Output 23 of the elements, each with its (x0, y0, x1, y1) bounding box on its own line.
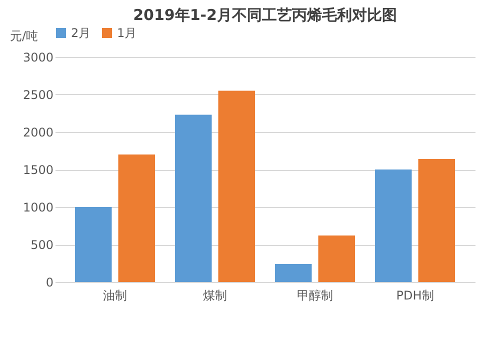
bar (175, 114, 212, 282)
chart-title: 2019年1-2月不同工艺丙烯毛利对比图 (133, 6, 397, 24)
x-tick-label: 甲醇制 (297, 288, 333, 302)
bar (275, 264, 312, 282)
y-tick-label: 2000 (22, 126, 54, 140)
y-tick-label: 2500 (22, 88, 54, 102)
legend-label: 1月 (117, 26, 137, 40)
y-tick-label: 3000 (22, 50, 54, 64)
bar (118, 154, 155, 282)
x-tick-label: 煤制 (203, 288, 227, 302)
y-axis-title: 元/吨 (10, 29, 38, 43)
bar (375, 170, 412, 282)
y-tick-label: 1000 (22, 200, 54, 214)
bar (75, 207, 112, 282)
y-tick-label: 0 (46, 276, 54, 290)
y-tick-label: 1500 (22, 163, 54, 177)
bar (318, 236, 355, 282)
legend-label: 2月 (71, 26, 91, 40)
y-tick-label: 500 (30, 238, 54, 252)
bar (418, 159, 455, 282)
bar (218, 90, 255, 282)
x-tick-label: PDH制 (396, 288, 434, 302)
x-tick-label: 油制 (103, 288, 127, 302)
